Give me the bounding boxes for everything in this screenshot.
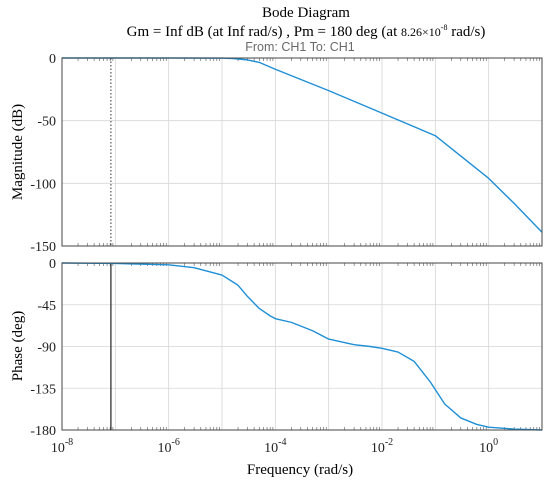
io-label: From: CH1 To: CH1 — [245, 40, 355, 54]
mag-y-tick-label: -50 — [37, 115, 56, 130]
phase-axes-frame — [61, 262, 543, 431]
x-tick-label: 100 — [479, 437, 498, 456]
mag-plot-area — [62, 58, 542, 246]
mag-y-tick-label: -150 — [30, 240, 56, 255]
x-tick-label: 10-2 — [371, 437, 393, 456]
x-tick-label: 10-4 — [264, 437, 286, 456]
chart-title: Bode Diagram — [262, 5, 350, 21]
magnitude-y-label: Magnitude (dB) — [10, 104, 26, 200]
mag-y-tick-label: 0 — [49, 52, 56, 67]
phase-y-tick-label: 0 — [49, 257, 56, 272]
phase-y-tick-label: -45 — [37, 299, 56, 314]
x-tick-label: 10-8 — [51, 437, 73, 456]
phase-y-tick-label: -90 — [37, 341, 56, 356]
mag-axes-frame — [61, 57, 543, 247]
x-axis-label: Frequency (rad/s) — [247, 462, 353, 478]
x-tick-label: 10-6 — [157, 437, 179, 456]
phase-y-tick-label: -180 — [30, 424, 56, 439]
phase-y-tick-label: -135 — [30, 382, 56, 397]
mag-y-tick-label: -100 — [30, 177, 56, 192]
phase-y-label: Phase (deg) — [10, 311, 26, 381]
magnitude-panel: 0 -50 -100 -150 — [30, 52, 543, 255]
chart-subtitle: Gm = Inf dB (at Inf rad/s) , Pm = 180 de… — [127, 23, 486, 40]
phase-response-line — [61, 262, 543, 431]
